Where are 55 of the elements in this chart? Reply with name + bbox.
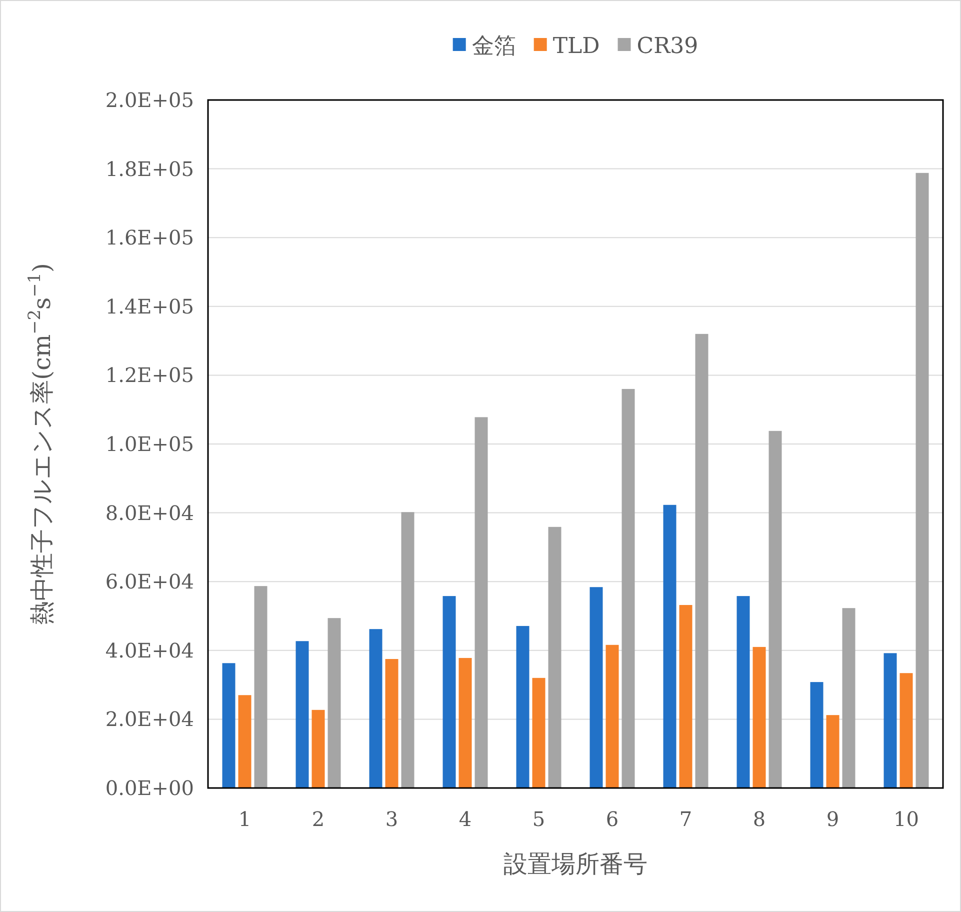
x-tick-label: 6 — [606, 807, 619, 831]
bar — [736, 596, 750, 788]
legend-label: CR39 — [636, 34, 698, 59]
bar — [810, 682, 824, 788]
x-tick-label: 1 — [238, 807, 252, 831]
bar — [826, 715, 840, 788]
bar — [516, 626, 530, 788]
bar — [312, 710, 325, 788]
bar — [842, 608, 856, 788]
bar — [590, 587, 603, 788]
bar — [532, 678, 546, 788]
y-tick-label: 0.0E+00 — [105, 776, 194, 800]
bar — [442, 596, 456, 788]
bar — [768, 430, 782, 788]
y-tick-label: 1.6E+05 — [105, 226, 194, 250]
bar — [622, 388, 635, 788]
x-tick-label: 3 — [385, 807, 398, 831]
bar — [369, 629, 382, 788]
y-tick-label: 2.0E+04 — [105, 707, 194, 732]
bar — [679, 604, 692, 788]
bar — [548, 526, 562, 788]
bar — [900, 673, 913, 788]
bar — [695, 334, 708, 788]
bar — [474, 417, 488, 788]
bar — [916, 172, 929, 788]
bar — [663, 504, 676, 788]
bar — [222, 663, 236, 788]
y-tick-label: 2.0E+05 — [105, 88, 194, 112]
bar — [884, 653, 897, 788]
y-tick-label: 1.8E+05 — [105, 156, 194, 181]
bar — [401, 512, 414, 788]
x-tick-label: 8 — [752, 807, 766, 831]
y-tick-label: 4.0E+04 — [105, 638, 194, 662]
legend-label: 金箔 — [472, 34, 516, 59]
bar — [328, 618, 341, 788]
bar — [238, 695, 252, 788]
legend-label: TLD — [552, 34, 600, 59]
bar — [458, 658, 472, 788]
bar — [752, 646, 766, 788]
x-tick-label: 10 — [894, 807, 919, 831]
y-tick-label: 1.2E+05 — [105, 363, 194, 388]
x-axis-title: 設置場所番号 — [504, 850, 648, 878]
bar — [385, 659, 398, 788]
bar — [606, 644, 619, 788]
bar — [296, 641, 309, 788]
x-tick-label: 9 — [826, 807, 840, 831]
y-tick-label: 1.4E+05 — [105, 294, 194, 318]
x-tick-label: 4 — [458, 807, 472, 831]
bar — [254, 586, 268, 788]
y-tick-label: 1.0E+05 — [105, 432, 194, 456]
y-tick-label: 6.0E+04 — [105, 570, 194, 594]
x-tick-label: 7 — [679, 807, 692, 831]
x-tick-label: 5 — [532, 807, 546, 831]
x-tick-label: 2 — [312, 807, 325, 831]
y-tick-label: 8.0E+04 — [105, 500, 194, 525]
